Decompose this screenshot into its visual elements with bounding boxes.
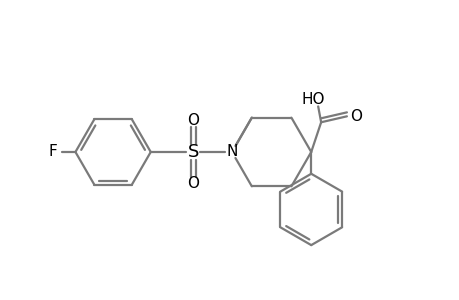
Text: F: F bbox=[49, 145, 57, 160]
Text: O: O bbox=[349, 109, 361, 124]
Text: O: O bbox=[187, 176, 199, 191]
Text: N: N bbox=[226, 145, 237, 160]
Text: S: S bbox=[187, 143, 199, 161]
Text: HO: HO bbox=[301, 92, 324, 107]
Text: O: O bbox=[187, 113, 199, 128]
